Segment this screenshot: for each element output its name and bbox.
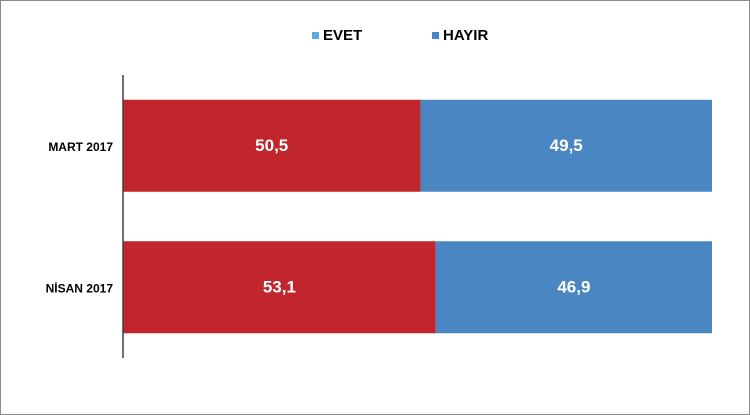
bar-segment bbox=[123, 99, 421, 192]
y-tick-label: NİSAN 2017 bbox=[46, 280, 114, 295]
value-label: 46,9 bbox=[557, 278, 590, 297]
bar-segment bbox=[435, 241, 712, 334]
legend-marker bbox=[432, 32, 439, 39]
y-tick-label: MART 2017 bbox=[48, 140, 113, 154]
bar-segment bbox=[420, 99, 712, 192]
legend-marker bbox=[312, 32, 319, 39]
legend-label: EVET bbox=[323, 27, 362, 44]
bar-segment bbox=[123, 241, 436, 334]
value-label: 50,5 bbox=[255, 136, 288, 155]
legend-label: HAYIR bbox=[443, 27, 488, 44]
value-label: 49,5 bbox=[550, 136, 583, 155]
value-label: 53,1 bbox=[263, 278, 296, 297]
